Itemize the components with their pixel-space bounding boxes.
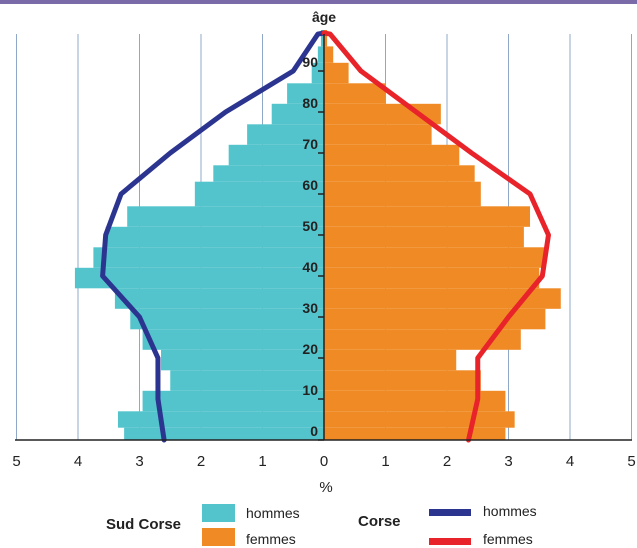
lines-layer (100, 30, 551, 443)
bar-hommes-sud-corse (170, 370, 324, 391)
bar-femmes-sud-corse (324, 329, 521, 350)
bar-hommes-sud-corse (124, 427, 324, 440)
bar-femmes-sud-corse (324, 165, 475, 182)
x-axis-unit: % (319, 479, 332, 496)
bar-hommes-sud-corse (114, 288, 325, 309)
bar-hommes-sud-corse (93, 247, 324, 268)
y-tick-label: 20 (302, 341, 318, 357)
bar-femmes-sud-corse (324, 411, 515, 428)
x-tick-label: 4 (566, 453, 574, 470)
bar-hommes-sud-corse (228, 144, 324, 166)
legend-corse-hommes-swatch (429, 509, 471, 516)
y-tick-label: 70 (302, 136, 318, 152)
line-femmes-corse (321, 30, 551, 443)
bar-femmes-sud-corse (324, 427, 506, 440)
y-tick-label: 60 (302, 177, 318, 193)
bar-femmes-sud-corse (324, 30, 328, 47)
bar-hommes-sud-corse (320, 30, 324, 47)
bar-hommes-sud-corse (74, 267, 324, 289)
x-tick-label: 3 (504, 453, 512, 470)
y-tick-label: 30 (302, 300, 318, 316)
legend-sud-corse-hommes-swatch (202, 504, 235, 522)
bar-femmes-sud-corse (324, 288, 561, 309)
legend-sud-corse-title: Sud Corse (106, 516, 182, 533)
bar-hommes-sud-corse (247, 124, 324, 145)
bar-femmes-sud-corse (324, 103, 441, 125)
x-tick-label: 4 (74, 453, 82, 470)
legend-corse-femmes-swatch (429, 538, 471, 545)
x-tick-label: 5 (12, 453, 20, 470)
bar-hommes-sud-corse (105, 226, 324, 248)
legend-sud-corse-femmes-label: femmes (246, 531, 296, 547)
x-tick-label: 3 (135, 453, 143, 470)
x-tick-label: 1 (381, 453, 389, 470)
bar-femmes-sud-corse (324, 390, 506, 412)
x-tick-label: 2 (197, 453, 205, 470)
x-tick-label: 0 (320, 453, 328, 470)
bar-femmes-sud-corse (324, 124, 432, 145)
bar-hommes-sud-corse (142, 390, 324, 412)
bar-hommes-sud-corse (213, 165, 324, 182)
bar-hommes-sud-corse (194, 181, 324, 207)
y-axis-title: âge (312, 9, 336, 25)
bar-femmes-sud-corse (324, 62, 349, 84)
bar-hommes-sud-corse (117, 411, 324, 428)
line-hommes-corse (100, 30, 327, 443)
y-tick-label: 0 (310, 423, 318, 439)
bar-hommes-sud-corse (317, 46, 324, 63)
bar-hommes-sud-corse (161, 349, 324, 371)
x-tick-label: 5 (627, 453, 635, 470)
bar-femmes-sud-corse (324, 267, 540, 289)
bar-hommes-sud-corse (271, 103, 324, 125)
bar-hommes-sud-corse (127, 206, 324, 227)
bar-hommes-sud-corse (130, 308, 324, 330)
bar-hommes-sud-corse (311, 62, 324, 84)
bar-hommes-sud-corse (142, 329, 324, 350)
legend-corse-hommes-label: hommes (483, 503, 537, 519)
top-band (0, 0, 637, 4)
bar-femmes-sud-corse (324, 46, 334, 63)
y-tick-label: 10 (302, 382, 318, 398)
bar-femmes-sud-corse (324, 206, 531, 227)
bar-hommes-sud-corse (287, 83, 324, 104)
bar-femmes-sud-corse (324, 247, 546, 268)
y-tick-label: 90 (302, 54, 318, 70)
x-tick-label: 2 (443, 453, 451, 470)
y-tick-label: 40 (302, 259, 318, 275)
bar-femmes-sud-corse (324, 226, 524, 248)
bar-femmes-sud-corse (324, 349, 457, 371)
legend-sud-corse-femmes-swatch (202, 528, 235, 546)
bar-femmes-sud-corse (324, 308, 546, 330)
legend-corse-title: Corse (358, 513, 401, 530)
legend-sud-corse-hommes-label: hommes (246, 505, 300, 521)
bars-layer (74, 30, 561, 440)
bar-femmes-sud-corse (324, 181, 481, 207)
legend-corse-femmes-label: femmes (483, 531, 533, 547)
bar-femmes-sud-corse (324, 144, 460, 166)
x-tick-label: 1 (258, 453, 266, 470)
y-tick-label: 50 (302, 218, 318, 234)
y-tick-label: 80 (302, 95, 318, 111)
bar-femmes-sud-corse (324, 83, 386, 104)
bar-femmes-sud-corse (324, 370, 481, 391)
